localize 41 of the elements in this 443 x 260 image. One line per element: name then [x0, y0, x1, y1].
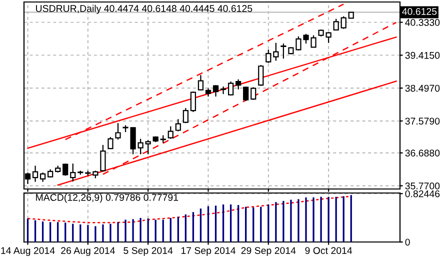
y-tick-label: 36.6880 [405, 150, 440, 157]
candlestick [182, 107, 188, 124]
x-tick-label: 26 Aug 2014 [61, 247, 115, 256]
candlestick [145, 140, 151, 155]
candlestick [62, 163, 68, 176]
candlestick [220, 86, 226, 95]
candlestick [266, 49, 272, 64]
ref-line-label: 40.6125 [402, 8, 437, 15]
candlestick [70, 163, 76, 182]
x-tick-label: 9 Oct 2014 [305, 247, 352, 254]
x-tick-label: 17 Sep 2014 [181, 247, 236, 256]
x-tick-label: 5 Sep 2014 [124, 247, 173, 256]
x-tick-label: 29 Sep 2014 [241, 247, 296, 256]
candlestick [175, 118, 181, 132]
candlestick [250, 86, 256, 100]
chart-title: USDRUR,Daily 40.4474 40.6148 40.4445 40.6125 [36, 4, 252, 14]
y-tick-label: 0.82446 [405, 190, 440, 198]
candlestick [115, 122, 121, 140]
y-tick-label: 39.4150 [405, 52, 440, 59]
y-tick-label: 38.4970 [405, 84, 440, 92]
candlestick [108, 136, 114, 150]
candlestick [273, 42, 279, 62]
candlestick [228, 80, 234, 96]
candlestick [190, 91, 196, 113]
candlestick [40, 172, 46, 182]
candlestick [198, 74, 204, 92]
candlestick [340, 16, 346, 30]
candlestick [243, 86, 249, 102]
candlestick [32, 165, 38, 182]
candlestick [280, 43, 286, 60]
candlestick [236, 78, 242, 90]
candlestick [258, 64, 264, 86]
y-tick-label: 0 [405, 238, 410, 246]
y-tick-label: 37.5790 [405, 118, 440, 125]
x-tick-label: 14 Aug 2014 [1, 247, 55, 256]
candlestick [212, 84, 219, 98]
chart-title: MACD(12,26,9) 0.79786 0.77791 [36, 194, 178, 203]
y-tick-label: 40.3330 [405, 19, 440, 26]
y-tick-label: 35.7700 [405, 182, 440, 190]
candlestick [168, 126, 174, 140]
candlestick [333, 18, 339, 31]
